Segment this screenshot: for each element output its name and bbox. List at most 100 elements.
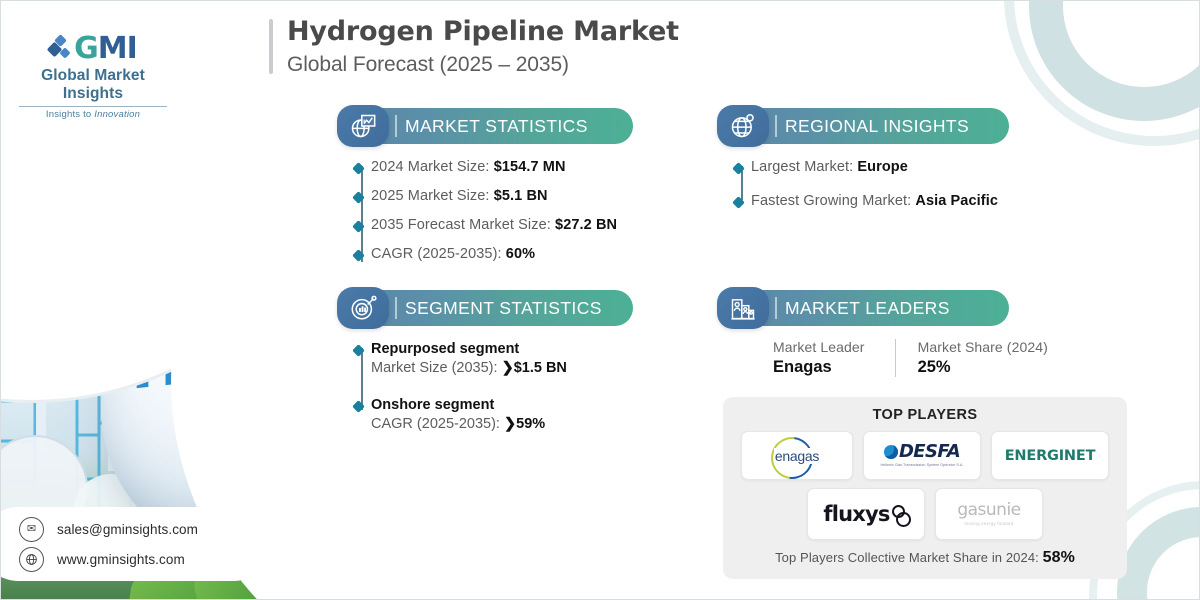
logo-company-name: Global Market Insights (41, 67, 145, 102)
globe-icon (19, 546, 44, 572)
player-name: DESFA (898, 441, 961, 463)
market-leaders-title: MARKET LEADERS (785, 297, 950, 318)
player-name: fluxys (823, 502, 890, 526)
top-players-row-2: fluxys gasunie moving energy forward (735, 488, 1115, 540)
segment-statistics-list: Repurposed segment Market Size (2035): ❯… (337, 340, 633, 435)
list-item: 2025 Market Size: $5.1 BN (352, 187, 633, 205)
market-share-label: Market Share (2024) (917, 339, 1048, 355)
desfa-logo-icon: DESFA Hellenic Gas Transmission System O… (880, 443, 963, 468)
list-item-label: CAGR (2025-2035): (371, 416, 504, 433)
market-leader-label: Market Leader (773, 339, 865, 355)
company-logo: GMI Global Market Insights Insights to I… (13, 31, 173, 120)
list-item: 2035 Forecast Market Size: $27.2 BN (352, 216, 633, 234)
top-players-title: TOP PLAYERS (872, 407, 978, 423)
list-item: Repurposed segment Market Size (2035): ❯… (352, 340, 633, 378)
list-item-label: Largest Market: (751, 159, 858, 175)
list-item: CAGR (2025-2035): 60% (352, 245, 633, 263)
logo-tagline-emphasis: Innovation (94, 109, 141, 120)
gasunie-logo-icon: gasunie moving energy forward (957, 499, 1021, 526)
logo-mark: GMI (13, 31, 173, 66)
contact-email-row[interactable]: ✉ sales@gminsights.com (19, 516, 271, 542)
regional-insights-title: REGIONAL INSIGHTS (785, 115, 970, 136)
diamond-icon (46, 33, 71, 62)
timeline-line (361, 166, 363, 262)
list-item-label: 2024 Market Size: (371, 159, 494, 175)
collective-share-label: Top Players Collective Market Share in 2… (775, 550, 1043, 565)
list-item-value: $5.1 BN (493, 188, 548, 205)
globe-mark-icon (883, 445, 898, 460)
market-leader-value: Enagas (773, 358, 832, 376)
player-logo-enagas[interactable]: enagas (741, 428, 853, 487)
collective-share-value: 58% (1042, 549, 1075, 566)
logo-tagline: Insights to Innovation (13, 109, 173, 120)
list-item: Fastest Growing Market: Asia Pacific (732, 192, 1009, 210)
contact-email: sales@gminsights.com (57, 521, 199, 537)
list-item: 2024 Market Size: $154.7 MN (352, 158, 633, 176)
list-item-heading: Onshore segment (371, 397, 495, 414)
market-leader-block: Market Leader Enagas (773, 339, 865, 377)
header-divider (395, 297, 397, 319)
list-item: Largest Market: Europe (732, 158, 1009, 176)
market-share-block: Market Share (2024) 25% (894, 339, 1048, 377)
player-logo-fluxys[interactable]: fluxys (807, 488, 925, 540)
photo-arc-mask-right (171, 61, 811, 599)
regional-insights-list: Largest Market: Europe Fastest Growing M… (717, 158, 1009, 210)
page-title-block: Hydrogen Pipeline Market Global Forecast… (269, 15, 679, 78)
header-divider (775, 297, 777, 319)
list-item-value: Europe (857, 159, 908, 175)
market-statistics-list: 2024 Market Size: $154.7 MN 2025 Market … (337, 158, 633, 264)
segment-statistics-header: SEGMENT STATISTICS (337, 287, 633, 329)
regional-insights-header: REGIONAL INSIGHTS (717, 105, 1009, 147)
collective-share: Top Players Collective Market Share in 2… (735, 549, 1115, 567)
top-players-card: TOP PLAYERS enagas DESFA Hellenic Gas Tr… (723, 397, 1127, 579)
player-subtitle: moving energy forward (964, 520, 1014, 526)
page-title: Hydrogen Pipeline Market (287, 16, 679, 47)
market-statistics-header: MARKET STATISTICS (337, 105, 633, 147)
market-leaders-header: MARKET LEADERS (717, 287, 1009, 329)
segment-statistics-title: SEGMENT STATISTICS (405, 297, 602, 318)
list-item-value: ❯59% (503, 416, 546, 433)
title-accent-bar (269, 19, 273, 75)
timeline-line (741, 166, 743, 200)
list-item-value: $27.2 BN (555, 217, 618, 234)
contact-website-row[interactable]: www.gminsights.com (19, 546, 271, 572)
logo-tagline-pre: Insights to (45, 109, 95, 120)
player-subtitle: Hellenic Gas Transmission System Operato… (880, 463, 964, 468)
page-subtitle: Global Forecast (2025 – 2035) (287, 52, 569, 76)
player-name: enagas (773, 447, 821, 464)
enagas-logo-icon: enagas (760, 428, 834, 487)
logo-initials: GMI (74, 31, 138, 66)
section-segment-statistics: SEGMENT STATISTICS Repurposed segment Ma… (337, 287, 633, 446)
globe-pin-icon (717, 105, 769, 147)
list-item-label: 2035 Forecast Market Size: (371, 217, 556, 234)
podium-people-icon (717, 287, 769, 329)
market-statistics-title: MARKET STATISTICS (405, 115, 588, 136)
section-market-leaders: MARKET LEADERS (717, 287, 1009, 329)
player-logo-desfa[interactable]: DESFA Hellenic Gas Transmission System O… (863, 431, 981, 480)
section-market-statistics: MARKET STATISTICS 2024 Market Size: $154… (337, 105, 633, 275)
logo-divider (19, 106, 167, 107)
list-item: Onshore segment CAGR (2025-2035): ❯59% (352, 396, 633, 434)
fluxys-logo-icon: fluxys (823, 502, 911, 527)
player-logo-gasunie[interactable]: gasunie moving energy forward (935, 488, 1043, 540)
list-item-label: CAGR (2025-2035): (371, 246, 506, 263)
player-logo-energinet[interactable]: ENERGINET (991, 431, 1109, 480)
list-item-label: Fastest Growing Market: (751, 193, 916, 210)
contact-card: ✉ sales@gminsights.com www.gminsights.co… (1, 507, 271, 581)
header-divider (775, 115, 777, 137)
list-item-label: 2025 Market Size: (371, 188, 494, 205)
section-regional-insights: REGIONAL INSIGHTS Largest Market: Europe… (717, 105, 1009, 221)
player-name: gasunie (957, 499, 1021, 520)
top-players-row-1: enagas DESFA Hellenic Gas Transmission S… (735, 428, 1115, 487)
header-divider (395, 115, 397, 137)
list-item-heading: Repurposed segment (371, 341, 520, 357)
globe-chart-icon (337, 105, 389, 147)
list-item-value: 60% (505, 246, 536, 263)
knot-mark-icon (891, 504, 911, 527)
list-item-value: $154.7 MN (493, 159, 566, 175)
contact-website: www.gminsights.com (57, 551, 185, 567)
envelope-icon: ✉ (19, 516, 44, 542)
timeline-line (361, 348, 363, 410)
market-leader-stats: Market Leader Enagas Market Share (2024)… (773, 339, 1048, 377)
